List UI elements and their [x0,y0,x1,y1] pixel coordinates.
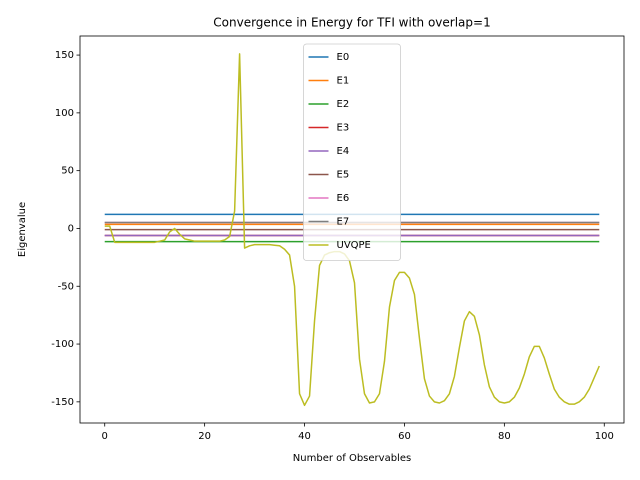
x-tick-label: 40 [298,431,311,442]
x-tick-label: 0 [102,431,108,442]
x-tick-label: 100 [595,431,614,442]
legend-label: E2 [337,99,350,110]
x-tick-label: 80 [498,431,511,442]
y-tick-label: 50 [61,166,74,177]
x-axis-label: Number of Observables [293,453,411,464]
legend-box [303,43,401,261]
x-tick-label: 60 [398,431,411,442]
legend-label: E6 [337,193,350,204]
legend-label: E4 [337,146,350,157]
y-axis-label: Eigenvalue [17,202,28,257]
y-tick-label: 150 [55,50,74,61]
y-tick-label: 0 [68,223,74,234]
legend-label: UVQPE [337,240,371,251]
legend-label: E5 [337,170,350,181]
x-tick-label: 20 [198,431,211,442]
y-tick-label: -150 [51,397,74,408]
y-tick-label: 100 [55,108,74,119]
series-line [104,53,600,407]
legend-label: E0 [337,52,350,63]
y-tick-label: -100 [51,339,74,350]
legend: E0 E1 E2 E3 E4 E5 E6 E7 UVQPE [303,43,401,261]
y-tick-label: -50 [58,281,74,292]
legend-label: E3 [337,123,350,134]
axes-frame [79,35,625,424]
legend-label: E1 [337,76,350,87]
legend-label: E7 [337,217,350,228]
chart-title: Convergence in Energy for TFI with overl… [213,16,490,30]
